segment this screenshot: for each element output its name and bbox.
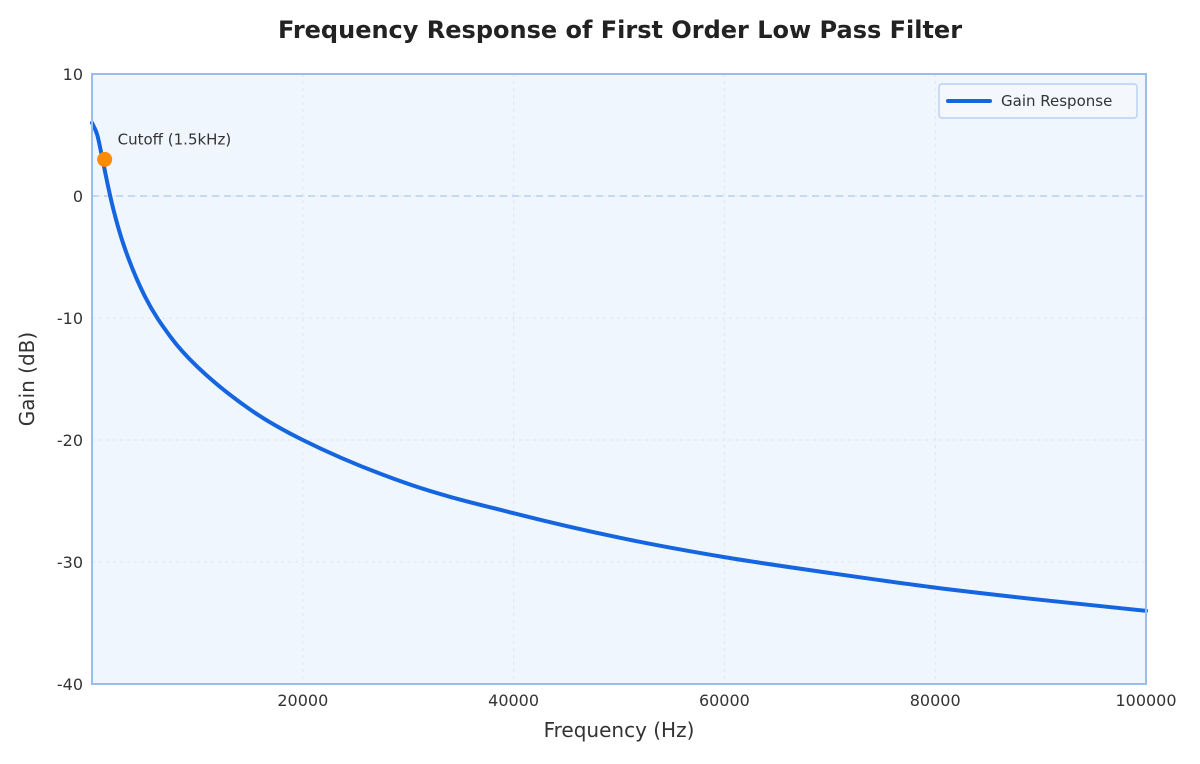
annotation-layer: Cutoff (1.5kHz) (97, 130, 231, 167)
series-layer (90, 120, 1148, 613)
cutoff-marker (97, 151, 113, 167)
y-axis-label: Gain (dB) (15, 332, 39, 426)
legend: Gain Response (938, 83, 1138, 119)
y-tick-label: -10 (57, 309, 83, 328)
plot-frame (91, 73, 1147, 685)
cutoff-annotation-label: Cutoff (1.5kHz) (118, 130, 232, 148)
x-tick-label: 20000 (277, 691, 328, 710)
x-axis-label: Frequency (Hz) (544, 718, 695, 742)
y-tick-label: -40 (57, 675, 83, 694)
tick-labels: 20000 40000 60000 80000 100000 10 0 -10 -20 -30 -4… (57, 65, 1177, 710)
y-tick-label: 10 (63, 65, 83, 84)
x-tick-label: 80000 (910, 691, 961, 710)
x-tick-label: 100000 (1115, 691, 1176, 710)
chart-title: Frequency Response of First Order Low Pa… (278, 16, 962, 44)
y-tick-label: -30 (57, 553, 83, 572)
y-tick-label: -20 (57, 431, 83, 450)
x-tick-label: 40000 (488, 691, 539, 710)
legend-box (938, 83, 1138, 119)
series-line-gain-response (90, 120, 1148, 613)
y-tick-label: 0 (73, 187, 83, 206)
legend-label-gain-response: Gain Response (1001, 92, 1112, 110)
x-tick-label: 60000 (699, 691, 750, 710)
plot-area (92, 74, 1146, 684)
